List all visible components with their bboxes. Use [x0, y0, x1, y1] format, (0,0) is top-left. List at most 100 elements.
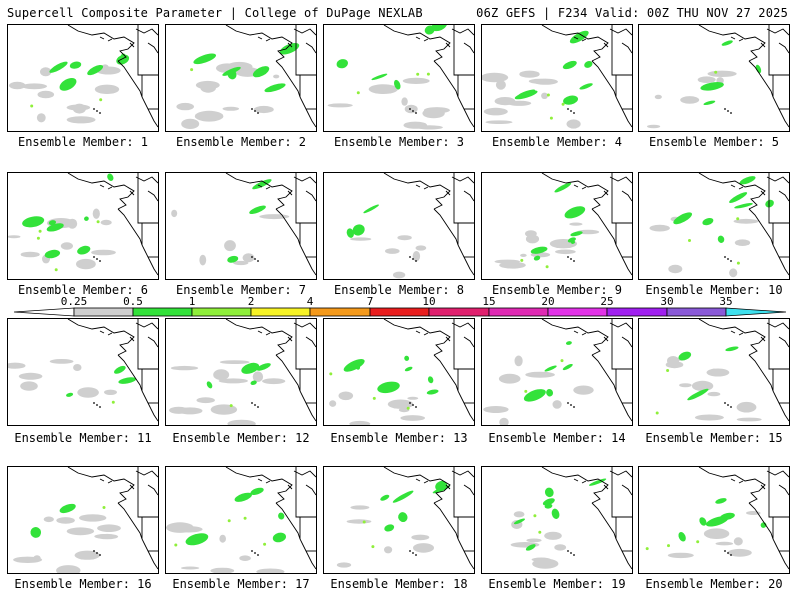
island-marker — [254, 552, 256, 554]
island-marker — [93, 402, 95, 404]
colorbar-segment — [606, 307, 668, 317]
map-canvas — [9, 25, 158, 128]
scp-contour-mid — [87, 64, 104, 76]
island-marker — [730, 260, 732, 262]
coastline — [760, 484, 766, 490]
scp-contour-mid — [404, 355, 410, 361]
coastline — [129, 484, 135, 490]
scp-contour-mid — [30, 527, 42, 538]
island-marker — [727, 110, 729, 112]
coastline — [611, 173, 632, 224]
scp-contour-mid — [523, 389, 546, 402]
scp-contour-low — [97, 524, 121, 532]
coastline — [383, 173, 451, 210]
coastline — [451, 28, 474, 36]
ensemble-member-map — [481, 172, 633, 280]
scp-contour-low — [233, 260, 249, 266]
coastline — [225, 467, 293, 504]
scp-contour-low — [734, 239, 751, 246]
scp-contour-low — [532, 558, 559, 569]
scp-contour-mid — [542, 498, 555, 506]
scp-contour-mid — [46, 223, 64, 232]
map-canvas — [510, 467, 632, 570]
island-marker — [99, 554, 101, 556]
coastline — [147, 484, 158, 496]
coastline — [748, 502, 789, 570]
coastline — [257, 184, 271, 190]
scp-contour-low — [338, 391, 354, 401]
colorbar-segment — [428, 307, 490, 317]
scp-contour-low — [262, 378, 286, 385]
scp-contour-low — [667, 552, 694, 559]
scp-contour-mid — [589, 478, 607, 486]
coastline — [698, 25, 766, 62]
coastline — [445, 336, 451, 342]
coastline — [603, 42, 609, 48]
scp-contour-mid — [398, 512, 408, 523]
coastline — [611, 319, 632, 370]
scp-contour-low — [94, 84, 120, 94]
coastline — [433, 208, 474, 276]
coastline — [766, 28, 789, 36]
coastline — [275, 60, 316, 128]
map-canvas — [655, 319, 789, 422]
scp-contour-low — [569, 222, 583, 226]
island-marker — [724, 256, 726, 258]
coastline — [137, 467, 158, 518]
colorbar-tick-label: 7 — [367, 296, 374, 308]
scp-contour-low — [252, 371, 264, 382]
ensemble-member-map — [7, 466, 159, 574]
map-canvas — [329, 319, 474, 425]
island-marker — [727, 552, 729, 554]
coastline — [67, 25, 135, 62]
coastline — [611, 25, 632, 76]
scp-contour-low — [668, 264, 683, 274]
scp-contour-high — [372, 396, 376, 400]
scp-contour-mid — [431, 25, 448, 32]
scp-contour-low — [498, 373, 521, 384]
island-marker — [415, 406, 417, 408]
scp-contour-low — [239, 555, 251, 561]
coastline — [67, 319, 135, 356]
scp-contour-high — [561, 102, 565, 106]
scp-contour-high — [645, 547, 649, 551]
ensemble-member-map — [638, 466, 790, 574]
coastline — [621, 336, 632, 348]
scp-contour-low — [649, 224, 670, 232]
scp-contour-low — [736, 401, 757, 413]
scp-contour-low — [520, 253, 527, 257]
scp-contour-mid — [525, 544, 536, 551]
scp-contour-mid — [673, 212, 693, 225]
coastline — [383, 25, 451, 62]
scp-contour-mid — [252, 66, 270, 78]
scp-contour-mid — [59, 503, 76, 514]
coastline — [621, 484, 632, 496]
coastline — [768, 319, 789, 370]
coastline — [766, 470, 789, 478]
map-canvas — [483, 319, 632, 425]
scp-contour-mid — [252, 179, 272, 190]
scp-contour-low — [219, 534, 226, 543]
scp-contour-low — [392, 271, 406, 279]
scp-contour-low — [9, 81, 26, 90]
scp-contour-mid — [678, 532, 686, 542]
coastline — [275, 354, 316, 422]
coastline — [433, 60, 474, 128]
scp-contour-high — [190, 68, 194, 72]
coastline — [573, 330, 587, 336]
island-marker — [573, 406, 575, 408]
scp-contour-mid — [371, 73, 388, 81]
island-marker — [412, 552, 414, 554]
ensemble-member-label: Ensemble Member: 16 — [14, 577, 152, 591]
colorbar-tick-label: 1 — [189, 296, 196, 308]
ensemble-member-map — [7, 24, 159, 132]
scp-contour-low — [8, 235, 21, 239]
scp-contour-mid — [346, 228, 354, 238]
scp-contour-mid — [77, 245, 91, 255]
ensemble-member-map — [323, 24, 475, 132]
coastline — [445, 42, 451, 48]
scp-contour-high — [533, 514, 537, 518]
scp-contour-low — [736, 417, 762, 422]
coastline — [135, 176, 158, 184]
map-canvas — [645, 467, 789, 570]
